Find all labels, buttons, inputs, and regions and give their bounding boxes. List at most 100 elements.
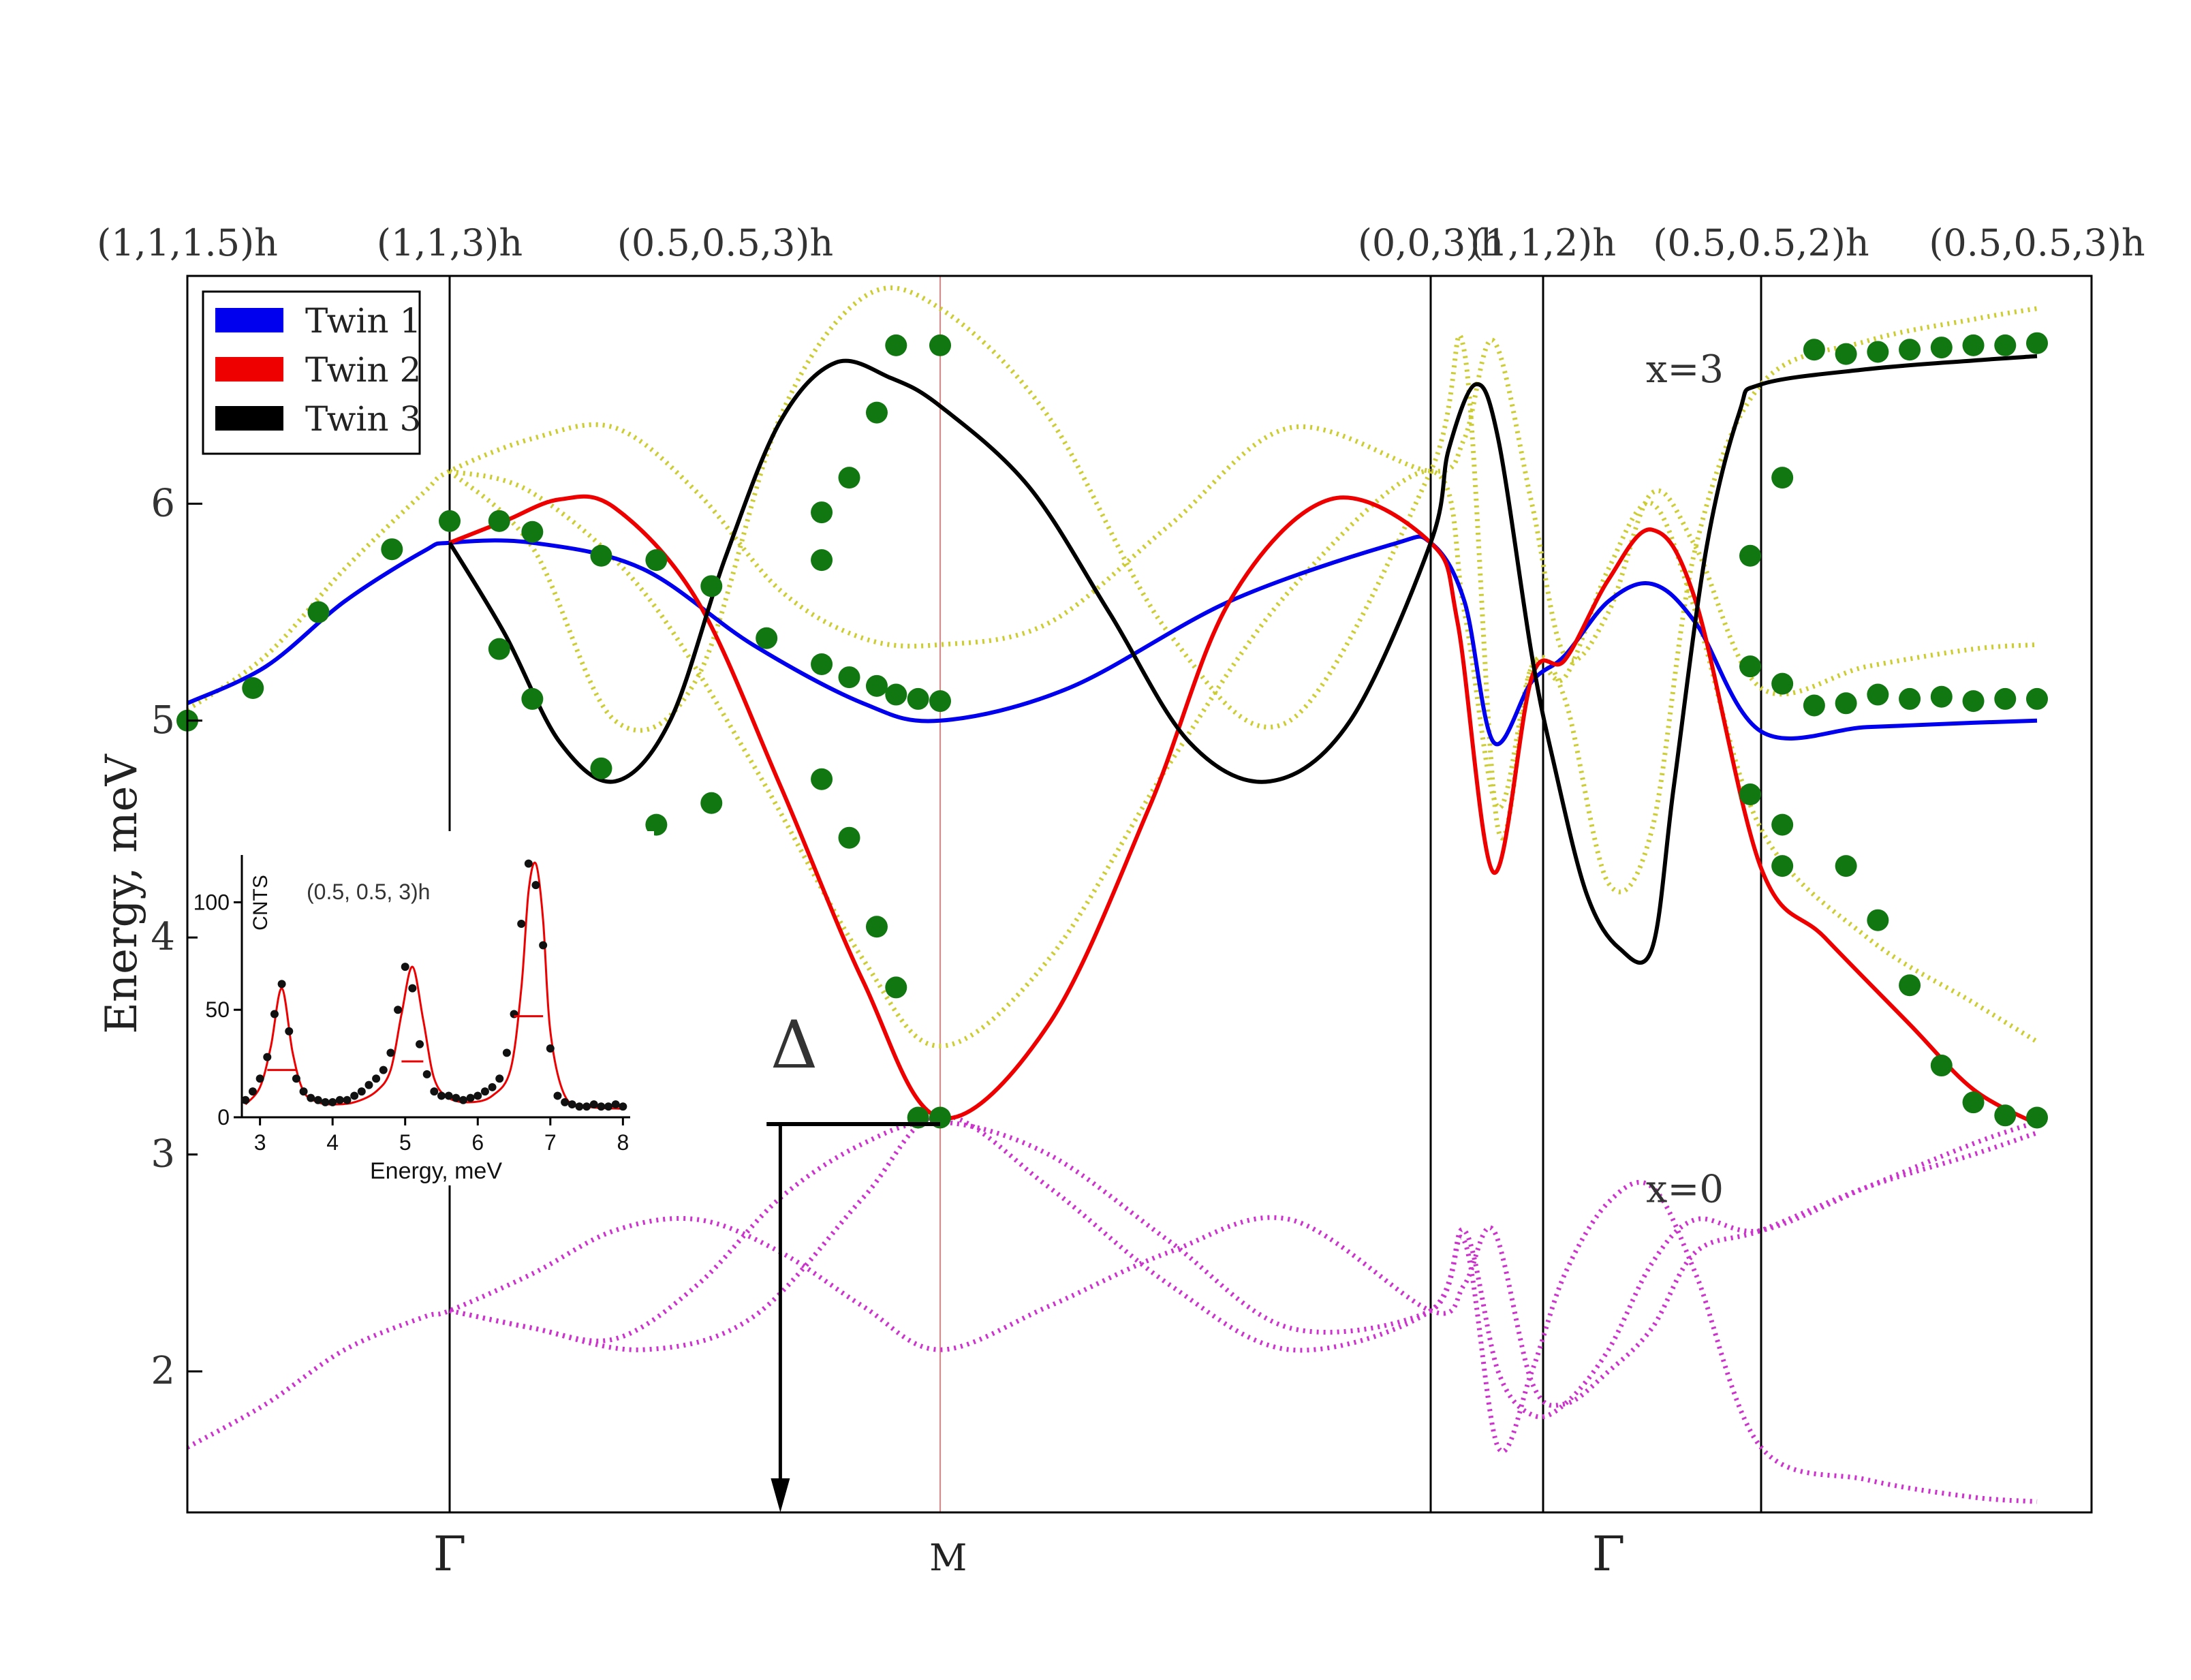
- inset-data-point-18: [372, 1074, 381, 1083]
- legend: Twin 1 Twin 2 Twin 3: [202, 290, 421, 455]
- data-point-39: [1771, 813, 1794, 836]
- legend-label-1: Twin 2: [305, 350, 421, 390]
- series-line-3: [186, 337, 2038, 712]
- inset-data-point-34: [488, 1083, 497, 1091]
- data-point-8: [645, 549, 668, 572]
- inset-data-point-40: [531, 881, 540, 890]
- data-point-62: [1994, 1104, 2017, 1127]
- inset-data-point-14: [343, 1095, 352, 1104]
- data-point-37: [1771, 467, 1794, 489]
- inset-data-point-15: [350, 1091, 359, 1100]
- inset-x-tick-label-1: 4: [326, 1130, 339, 1155]
- inset-data-point-43: [553, 1091, 562, 1100]
- inset-data-point-30: [459, 1095, 467, 1104]
- data-point-14: [645, 813, 668, 836]
- annotation-2: Δ: [771, 1007, 818, 1083]
- inset-data-point-51: [611, 1100, 620, 1109]
- inset-data-point-26: [430, 1087, 439, 1096]
- inset-data-point-41: [539, 941, 548, 950]
- data-point-28: [811, 501, 833, 524]
- data-point-21: [907, 687, 929, 710]
- inset-data-point-27: [437, 1091, 446, 1100]
- data-point-11: [488, 638, 510, 660]
- data-point-54: [1962, 690, 1985, 713]
- y-tick-label-2: 4: [151, 915, 175, 959]
- data-point-12: [521, 687, 544, 710]
- top-label-2: (0.5,0.5,3)h: [617, 221, 833, 264]
- data-point-9: [700, 575, 723, 597]
- inset-data-point-10: [313, 1095, 322, 1104]
- bottom-label-1: M: [929, 1536, 967, 1579]
- data-point-19: [865, 674, 888, 697]
- inset-background: [198, 831, 654, 1185]
- bottom-label-2: Γ: [1592, 1526, 1626, 1582]
- legend-swatch-0: [215, 308, 283, 332]
- data-point-6: [521, 520, 544, 543]
- inset-y-axis-label: CNTS: [249, 875, 272, 931]
- inset-data-point-5: [277, 980, 286, 989]
- gap-arrow-head: [771, 1478, 790, 1512]
- inset-chart: 3 4 5 6 7 8 0 50 100 (0.5, 0.5, 3)h Energy, meV CNT…: [193, 831, 654, 1185]
- data-point-7: [590, 544, 612, 567]
- inset-data-point-50: [604, 1102, 613, 1111]
- data-point-15: [700, 792, 723, 814]
- data-point-29: [838, 467, 860, 489]
- series-line-7: [449, 1119, 2038, 1504]
- data-point-41: [1803, 339, 1825, 361]
- data-point-25: [885, 976, 907, 999]
- data-point-47: [1962, 334, 1985, 356]
- inset-data-point-47: [582, 1102, 591, 1111]
- data-point-52: [1899, 687, 1921, 710]
- bottom-label-0: Γ: [433, 1526, 467, 1582]
- inset-data-point-38: [517, 919, 526, 928]
- data-point-38: [1771, 672, 1794, 695]
- legend-swatch-2: [215, 406, 283, 431]
- data-point-1: [242, 677, 264, 699]
- data-point-10: [756, 627, 778, 649]
- inset-data-point-46: [575, 1102, 584, 1111]
- data-point-40: [1771, 855, 1794, 877]
- data-point-2: [307, 601, 330, 623]
- data-point-50: [1835, 692, 1857, 715]
- inset-data-point-8: [299, 1087, 308, 1096]
- inset-title: (0.5, 0.5, 3)h: [307, 880, 430, 904]
- series-line-1: [448, 494, 2038, 1126]
- series-line-5: [449, 469, 2038, 1048]
- inset-data-point-24: [416, 1040, 424, 1048]
- inset-y-tick-label-0: 0: [217, 1105, 230, 1130]
- inset-data-point-13: [335, 1095, 344, 1104]
- series-line-0: [186, 534, 2038, 747]
- inset-data-point-25: [422, 1070, 431, 1078]
- data-point-55: [1994, 687, 2017, 710]
- inset-data-point-7: [292, 1074, 300, 1083]
- inset-y-tick-label-1: 50: [205, 997, 230, 1022]
- top-label-3: (0,0,3)h: [1358, 221, 1504, 264]
- inset-fit-line: [245, 861, 623, 1110]
- data-point-45: [1899, 339, 1921, 361]
- inset-x-tick-label-5: 8: [617, 1130, 629, 1155]
- inset-data-point-11: [321, 1098, 330, 1106]
- annotation-1: x=0: [1646, 1168, 1724, 1212]
- data-point-30: [865, 401, 888, 424]
- inset-data-point-20: [386, 1048, 395, 1057]
- inset-data-point-32: [473, 1091, 482, 1100]
- data-point-5: [488, 510, 510, 532]
- data-point-49: [2026, 332, 2048, 354]
- data-point-36: [1739, 783, 1761, 806]
- data-points: [176, 332, 2048, 1129]
- data-point-59: [1899, 974, 1921, 997]
- inset-data-point-49: [597, 1102, 606, 1111]
- inset-data-point-6: [285, 1027, 294, 1036]
- data-point-43: [1835, 343, 1857, 365]
- inset-data-point-16: [357, 1087, 366, 1096]
- inset-data-point-39: [524, 859, 533, 868]
- data-point-61: [1962, 1091, 1985, 1114]
- inset-data-point-4: [270, 1010, 279, 1018]
- data-point-35: [1739, 655, 1761, 678]
- inset-data-point-44: [561, 1098, 570, 1106]
- data-point-60: [1930, 1055, 1953, 1077]
- inset-x-tick-label-4: 7: [544, 1130, 557, 1155]
- inset-data-point-12: [328, 1098, 337, 1106]
- data-point-16: [811, 549, 833, 572]
- grid-lines: [448, 276, 1762, 1512]
